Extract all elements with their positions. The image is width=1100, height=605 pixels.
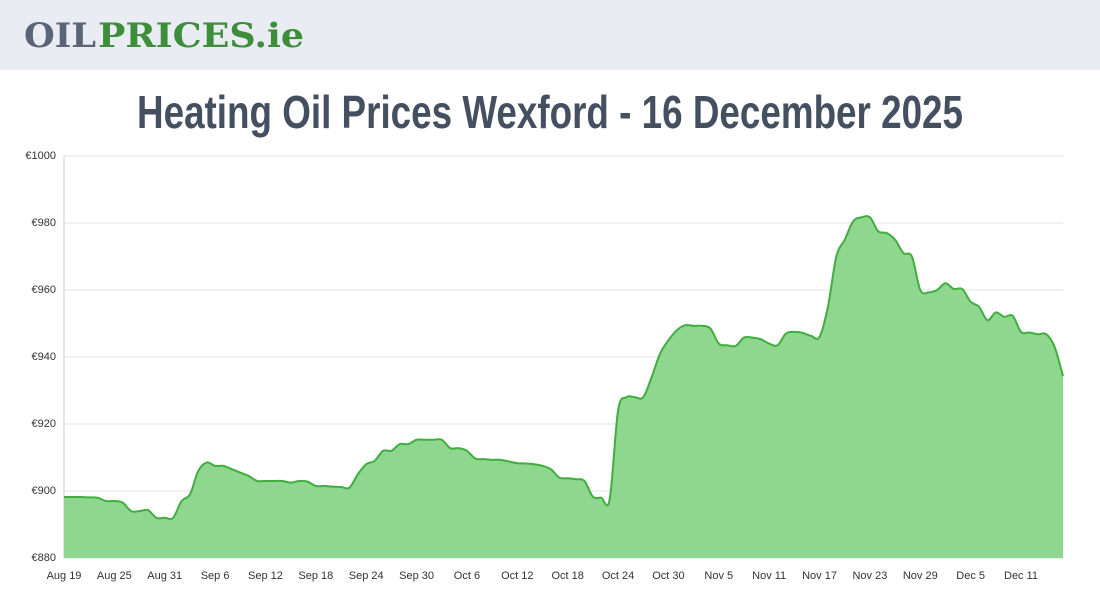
- y-tick-label: €900: [32, 485, 56, 497]
- x-tick-label: Nov 17: [802, 570, 837, 582]
- x-tick-label: Nov 5: [704, 570, 733, 582]
- x-tick-label: Sep 12: [248, 570, 283, 582]
- header-bar: [0, 0, 1100, 70]
- y-tick-label: €1000: [25, 150, 56, 162]
- y-tick-label: €920: [32, 418, 56, 430]
- x-tick-label: Sep 30: [399, 570, 434, 582]
- x-tick-label: Sep 24: [349, 570, 384, 582]
- plot-area: €880 €900 €920 €940 €960 €980 €1000 Aug 19 Aug 2…: [25, 150, 1064, 582]
- x-tick-label: Oct 6: [454, 570, 480, 582]
- x-tick-label: Nov 23: [852, 570, 887, 582]
- x-tick-label: Oct 24: [602, 570, 634, 582]
- x-tick-label: Oct 18: [551, 570, 583, 582]
- x-tick-label: Aug 31: [147, 570, 182, 582]
- x-tick-label: Oct 12: [501, 570, 533, 582]
- chart-title: Heating Oil Prices Wexford - 16 December…: [137, 86, 963, 138]
- y-tick-label: €880: [32, 552, 56, 564]
- logo-oil[interactable]: OIL: [24, 16, 96, 56]
- x-tick-label: Sep 18: [298, 570, 333, 582]
- x-tick-label: Dec 5: [956, 570, 985, 582]
- area: [64, 216, 1063, 558]
- x-tick-label: Aug 25: [97, 570, 132, 582]
- y-tick-label: €960: [32, 284, 56, 296]
- y-tick-label: €940: [32, 351, 56, 363]
- x-tick-label: Sep 6: [201, 570, 230, 582]
- x-tick-label: Aug 19: [47, 570, 82, 582]
- x-tick-label: Oct 30: [652, 570, 684, 582]
- x-tick-label: Dec 11: [1004, 570, 1038, 582]
- logo-prices[interactable]: PRICES.ie: [98, 16, 304, 56]
- line: [63, 215, 1064, 521]
- x-tick-label: Nov 11: [752, 570, 786, 582]
- x-tick-label: Nov 29: [903, 570, 938, 582]
- y-tick-label: €980: [32, 217, 56, 229]
